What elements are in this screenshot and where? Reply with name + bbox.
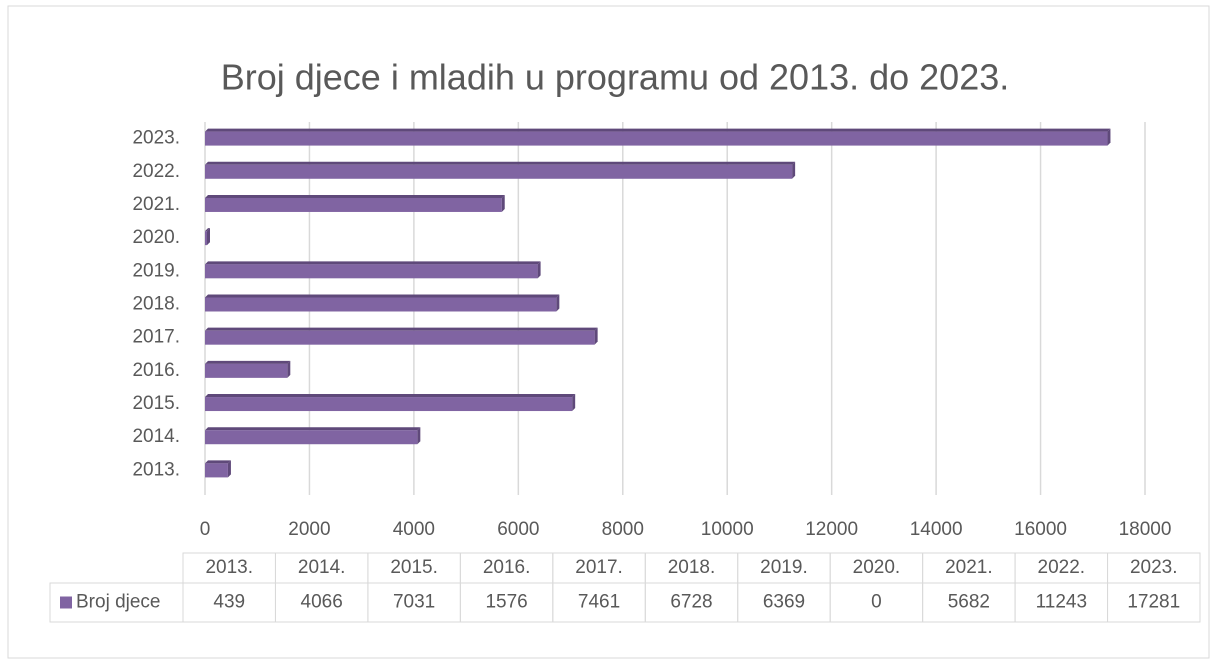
x-tick-label: 0 (200, 519, 211, 540)
table-header: 2018. (668, 557, 716, 578)
table-header: 2021. (945, 557, 993, 578)
table-header: 2015. (390, 557, 438, 578)
table-header: 2016. (483, 557, 531, 578)
table-value: 7461 (578, 592, 620, 613)
x-tick-label: 14000 (910, 519, 963, 540)
y-tick-label: 2023. (132, 128, 180, 149)
x-tick-label: 8000 (602, 519, 644, 540)
y-tick-label: 2019. (132, 260, 180, 281)
bar (205, 294, 560, 312)
table-header: 2017. (575, 557, 623, 578)
table-value: 5682 (948, 592, 990, 613)
table-value: 0 (871, 592, 882, 613)
table-value: 439 (213, 592, 245, 613)
table-value: 7031 (393, 592, 435, 613)
x-tick-label: 18000 (1119, 519, 1172, 540)
y-tick-label: 2020. (132, 227, 180, 248)
table-value: 17281 (1127, 592, 1180, 613)
bar (205, 460, 231, 478)
bar (205, 128, 1111, 146)
table-value: 1576 (485, 592, 527, 613)
y-tick-label: 2016. (132, 360, 180, 381)
table-value: 6369 (763, 592, 805, 613)
table-header: 2013. (205, 557, 253, 578)
chart-title: Broj djece i mladih u programu od 2013. … (221, 57, 1010, 98)
y-tick-label: 2013. (132, 459, 180, 480)
table-header: 2020. (853, 557, 901, 578)
legend-label: Broj djece (76, 592, 161, 613)
table-header: 2023. (1130, 557, 1178, 578)
bar (205, 327, 598, 345)
bar (205, 194, 505, 212)
y-tick-label: 2018. (132, 294, 180, 315)
table-value: 4066 (301, 592, 343, 613)
bar (205, 161, 796, 179)
x-tick-label: 12000 (805, 519, 858, 540)
bar (205, 360, 291, 378)
x-tick-label: 6000 (497, 519, 539, 540)
table-cell (1107, 582, 1201, 623)
y-tick-label: 2022. (132, 161, 180, 182)
y-tick-label: 2021. (132, 194, 180, 215)
bar (205, 261, 541, 279)
x-tick-label: 16000 (1014, 519, 1067, 540)
x-tick-label: 4000 (393, 519, 435, 540)
y-tick-label: 2015. (132, 393, 180, 414)
table-header: 2014. (298, 557, 346, 578)
x-tick-label: 2000 (288, 519, 330, 540)
legend-swatch (60, 596, 72, 609)
y-tick-label: 2017. (132, 327, 180, 348)
y-tick-label: 2014. (132, 426, 180, 447)
table-header: 2019. (760, 557, 808, 578)
bar (205, 228, 210, 246)
x-tick-label: 10000 (701, 519, 754, 540)
table-value: 6728 (670, 592, 712, 613)
bar (205, 427, 421, 445)
table-value: 11243 (1036, 592, 1087, 613)
bar (205, 394, 576, 412)
table-header: 2022. (1038, 557, 1086, 578)
